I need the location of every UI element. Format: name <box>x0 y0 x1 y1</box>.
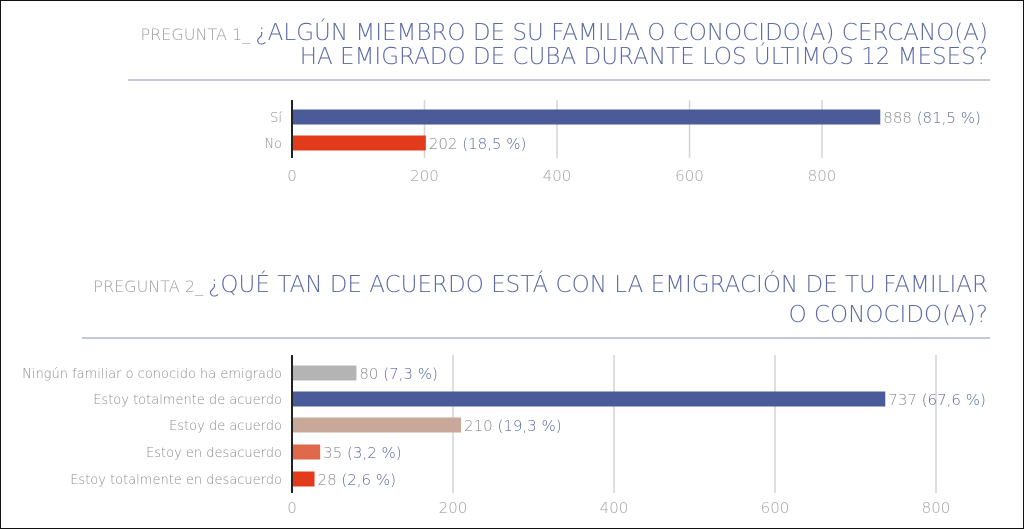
question-prefix: PREGUNTA 2_ <box>93 277 208 296</box>
x-tick-label: 600 <box>761 499 790 517</box>
category-label: Estoy totalmente en desacuerdo <box>70 473 282 488</box>
data-label: 888 (81,5 %) <box>883 109 981 127</box>
data-label: 737 (67,6 %) <box>888 391 986 409</box>
data-label: 35 (3,2 %) <box>323 444 401 462</box>
question-text: ¿ALGÚN MIEMBRO DE SU FAMILIA O CONOCIDO(… <box>255 18 988 46</box>
chart-title-line-1: PREGUNTA 2_ ¿QUÉ TAN DE ACUERDO ESTÁ CON… <box>93 270 988 298</box>
x-tick-label: 0 <box>287 499 297 517</box>
chart-title-line-2: HA EMIGRADO DE CUBA DURANTE LOS ÚLTIMOS … <box>300 42 988 70</box>
bar-4 <box>292 444 321 460</box>
category-label: Sí <box>270 111 282 126</box>
data-label: 80 (7,3 %) <box>359 365 437 383</box>
x-tick-label: 200 <box>439 499 468 517</box>
bar-2 <box>292 135 426 151</box>
question-text: ¿QUÉ TAN DE ACUERDO ESTÁ CON LA EMIGRACI… <box>208 270 988 298</box>
data-label: 202 (18,5 %) <box>429 135 527 153</box>
x-tick-label: 800 <box>922 499 951 517</box>
bar-5 <box>292 471 315 487</box>
x-tick-label: 600 <box>675 167 704 185</box>
chart-title-line-1: PREGUNTA 1_ ¿ALGÚN MIEMBRO DE SU FAMILIA… <box>141 18 988 46</box>
chart-title-line-2: O CONOCIDO(A)? <box>789 302 988 328</box>
x-tick-label: 0 <box>287 167 297 185</box>
category-label: No <box>264 137 282 152</box>
x-tick-label: 400 <box>600 499 629 517</box>
category-label: Estoy totalmente de acuerdo <box>93 393 282 408</box>
x-tick-label: 200 <box>410 167 439 185</box>
data-label: 28 (2,6 %) <box>318 471 396 489</box>
x-tick-label: 800 <box>808 167 837 185</box>
bar-3 <box>292 417 462 433</box>
bar-1 <box>292 365 357 381</box>
bar-1 <box>292 109 881 125</box>
question-prefix: PREGUNTA 1_ <box>141 25 256 44</box>
category-label: Estoy en desacuerdo <box>146 446 282 461</box>
bar-2 <box>292 391 886 407</box>
x-tick-label: 400 <box>543 167 572 185</box>
category-label: Estoy de acuerdo <box>169 419 282 434</box>
category-label: Ningún familiar o conocido ha emigrado <box>22 367 282 382</box>
data-label: 210 (19,3 %) <box>464 417 562 435</box>
